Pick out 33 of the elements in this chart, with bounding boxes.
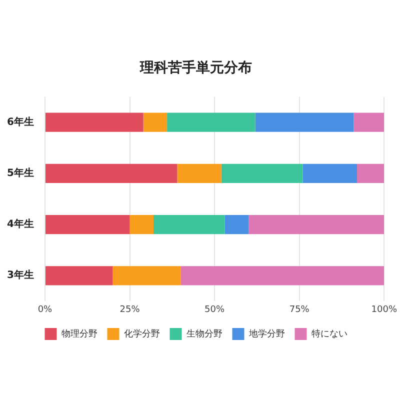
x-tick-label: 75% [289,304,310,315]
chart-title: 理科苦手単元分布 [139,59,252,76]
x-tick-label: 0% [38,304,53,315]
bar [45,112,144,132]
y-tick-label: 4年生 [6,218,34,230]
bar [357,164,384,184]
bar [221,164,303,184]
x-tick-label: 100% [371,304,398,315]
bar [255,112,354,132]
bar [302,164,357,184]
legend-label: 生物分野 [186,328,222,340]
bar [180,266,384,286]
y-tick-label: 3年生 [6,269,34,282]
bar [45,164,178,184]
bar [354,112,384,132]
bar [143,112,168,132]
bar [112,266,181,286]
bar [153,214,225,234]
x-tick-label: 50% [204,304,225,315]
bar [45,266,113,286]
bar [167,112,256,132]
legend-label: 物理分野 [61,328,98,340]
y-tick-label: 5年生 [6,167,34,180]
legend-label: 地学分野 [248,328,285,340]
legend-label: 化学分野 [124,328,160,340]
bar [45,214,130,234]
bar [177,164,222,184]
y-tick-label: 6年生 [6,116,34,128]
x-tick-label: 25% [120,304,140,315]
bar [130,214,154,234]
bar [224,214,248,234]
bar [248,214,384,234]
legend-label: 特にない [311,328,348,340]
